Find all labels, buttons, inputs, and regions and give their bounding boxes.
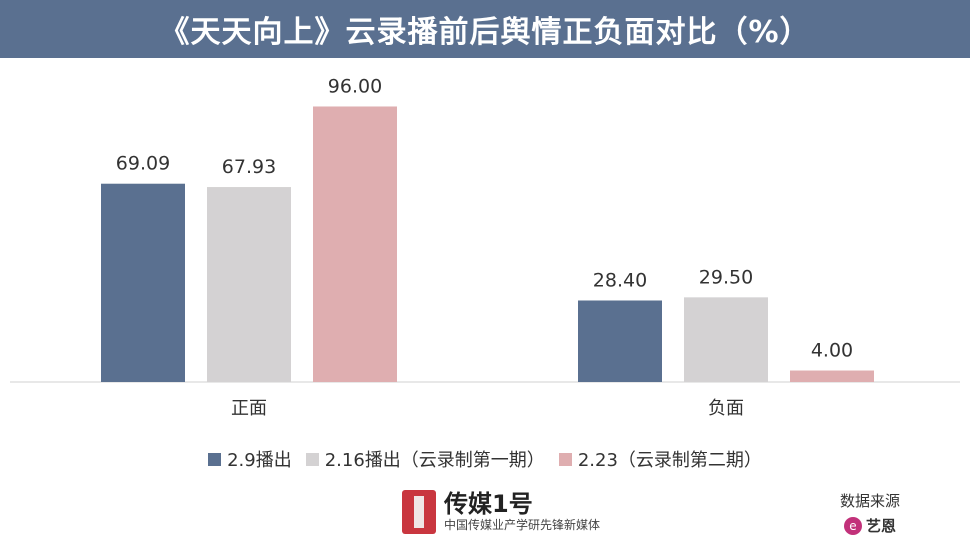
bar-chart: 69.09 67.93 96.00 正面 28.40 29.50 4.00 负面 bbox=[10, 75, 960, 419]
bar-value-label: 4.00 bbox=[811, 340, 853, 362]
legend-swatch bbox=[208, 452, 222, 466]
bar bbox=[684, 297, 768, 382]
chart-legend: 2.9播出 2.16播出（云录制第一期） 2.23（云录制第二期） bbox=[0, 446, 970, 472]
endata-icon: e bbox=[843, 516, 862, 535]
legend-label: 2.9播出 bbox=[227, 450, 292, 471]
publisher-logo: 传媒1号 中国传媒业产学研先锋新媒体 bbox=[402, 490, 600, 534]
legend-swatch bbox=[305, 452, 319, 466]
legend-swatch bbox=[558, 452, 572, 466]
logo-name: 传媒1号 bbox=[444, 490, 533, 518]
bar-value-label: 69.09 bbox=[116, 153, 170, 175]
legend-label: 2.16播出（云录制第一期） bbox=[324, 450, 545, 471]
logo-subtitle: 中国传媒业产学研先锋新媒体 bbox=[444, 518, 601, 532]
title-bar: 《天天向上》云录播前后舆情正负面对比（%） bbox=[0, 0, 970, 58]
bar-value-label: 67.93 bbox=[222, 156, 276, 178]
source-label: 数据来源 bbox=[839, 492, 900, 510]
bar bbox=[207, 187, 291, 382]
legend-item: 2.9播出 bbox=[208, 446, 292, 472]
category-label: 负面 bbox=[708, 398, 744, 419]
bar-value-label: 28.40 bbox=[593, 269, 647, 291]
legend-item: 2.16播出（云录制第一期） bbox=[305, 446, 545, 472]
source-brand-name: 艺恩 bbox=[865, 517, 896, 535]
bar bbox=[313, 106, 397, 383]
bar-value-label: 29.50 bbox=[699, 266, 753, 288]
legend-label: 2.23（云录制第二期） bbox=[577, 450, 762, 471]
legend-item: 2.23（云录制第二期） bbox=[558, 446, 762, 472]
data-source: 数据来源 e 艺恩 bbox=[840, 490, 900, 536]
logo-mark-icon bbox=[402, 490, 436, 534]
bar bbox=[101, 183, 185, 382]
bar bbox=[790, 370, 874, 382]
bar-value-label: 96.00 bbox=[328, 75, 382, 97]
category-label: 正面 bbox=[231, 398, 267, 419]
bar bbox=[578, 300, 662, 382]
source-brand: e 艺恩 bbox=[840, 515, 900, 536]
chart-title: 《天天向上》云录播前后舆情正负面对比（%） bbox=[159, 15, 811, 50]
